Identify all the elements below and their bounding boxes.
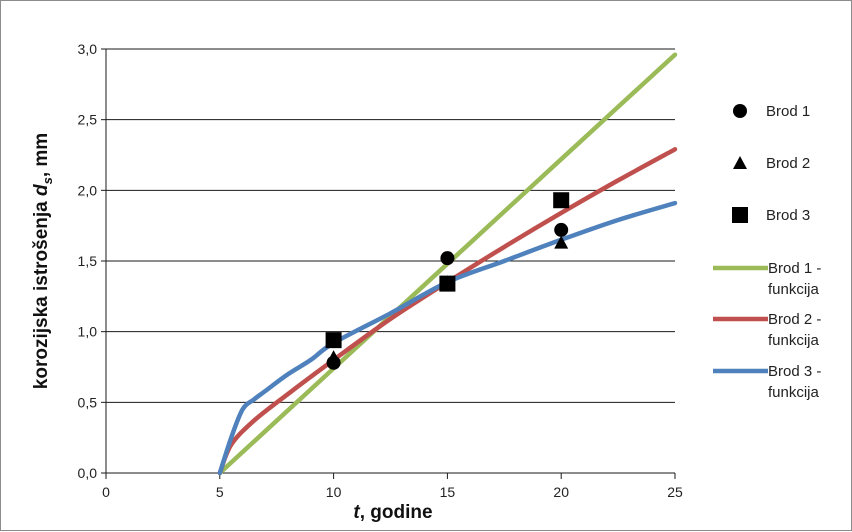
legend: Brod 1 Brod 2 Brod 3 Brod 1 -funkcija Brod 2… (713, 103, 821, 401)
data-point-brod-1 (554, 222, 569, 237)
data-point-brod-3 (325, 332, 342, 349)
plot-markers (325, 192, 570, 370)
y-tick-label: 1,0 (78, 324, 98, 340)
data-point-brod-1 (440, 251, 455, 266)
series-line-brod-2-funkcija (217, 147, 678, 476)
x-tick-label: 10 (326, 484, 342, 500)
x-axis-title: t, godine (353, 502, 432, 523)
legend-marker-brod-1 (733, 104, 747, 118)
data-point-brod-2 (554, 235, 569, 249)
legend-label-brod-3-funkcija: Brod 3 -funkcija (768, 363, 821, 401)
gridlines (106, 48, 675, 474)
legend-label-brod-2: Brod 2 (766, 155, 810, 172)
x-tick-label: 20 (553, 484, 569, 500)
x-tick-label: 5 (216, 484, 224, 500)
y-tick-label: 0,0 (78, 465, 98, 481)
y-axis-title: korozijska istrošenja ds, mm (31, 133, 55, 389)
y-tick-label: 3,0 (78, 41, 98, 57)
x-tick-label: 25 (667, 484, 683, 500)
legend-label-brod-2-funkcija: Brod 2 -funkcija (768, 311, 821, 349)
series-line-brod-3-funkcija (217, 200, 678, 476)
legend-marker-brod-3 (732, 207, 748, 223)
y-tick-label: 1,5 (78, 253, 98, 269)
legend-label-brod-1: Brod 1 (766, 103, 810, 120)
data-point-brod-3 (439, 275, 456, 292)
y-tick-label: 2,0 (78, 182, 98, 198)
data-point-brod-3 (553, 192, 570, 209)
legend-marker-brod-2 (733, 156, 747, 169)
y-tick-label: 0,5 (78, 394, 98, 410)
x-tick-label: 15 (440, 484, 456, 500)
x-tick-label: 0 (102, 484, 110, 500)
y-tick-label: 2,5 (78, 112, 98, 128)
legend-label-brod-3: Brod 3 (766, 207, 810, 224)
axes: 0,0 0,5 1,0 1,5 2,0 2,5 3,0 0 5 10 15 20 25 (78, 41, 683, 500)
data-point-brod-2 (326, 350, 341, 364)
legend-label-brod-1-funkcija: Brod 1 -funkcija (768, 260, 821, 298)
